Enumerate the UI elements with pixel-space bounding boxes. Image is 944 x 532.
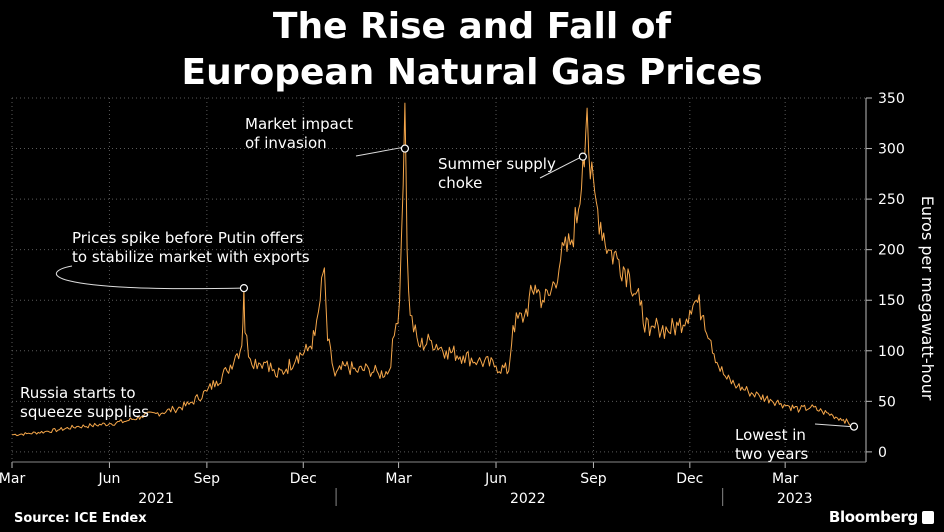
source-note: Source: ICE Endex (14, 511, 147, 526)
y-tick-label: 250 (878, 192, 905, 208)
annotation-line: Market impact (245, 115, 353, 133)
x-tick-label: Dec (290, 471, 317, 487)
year-label: 2023 (777, 491, 813, 507)
y-tick-label: 350 (878, 91, 905, 107)
annotation-marker (578, 152, 587, 161)
x-tick-label: Mar (0, 471, 25, 487)
x-tick-label: Mar (385, 471, 412, 487)
chart-title-line-2: European Natural Gas Prices (181, 52, 763, 93)
chart-title: The Rise and Fall of European Natural Ga… (0, 4, 944, 96)
annotation-line: choke (438, 174, 482, 192)
grid-layer (11, 97, 866, 462)
annotation-line: Prices spike before Putin offers (72, 229, 303, 247)
x-tick-label: Dec (676, 471, 703, 487)
annotation-line: two years (735, 445, 809, 463)
brand-mark-icon (922, 511, 934, 524)
annotation-text: Summer supply choke (438, 155, 556, 192)
annotation-line: Summer supply (438, 155, 556, 173)
series-layer (11, 102, 855, 437)
annotation-leader (355, 147, 403, 157)
annotation-leader (814, 423, 852, 428)
price-series-line (11, 102, 855, 437)
annotation-marker (849, 422, 859, 431)
y-tick-label: 50 (878, 394, 896, 410)
year-label: 2022 (510, 491, 546, 507)
annotation-line: to stabilize market with exports (72, 248, 310, 266)
y-tick-label: 200 (878, 243, 905, 259)
annotation-leader (56, 265, 241, 290)
annotation-layer: Russia starts to squeeze supplies Prices s… (20, 115, 859, 463)
y-tick-label: 0 (878, 445, 887, 461)
y-axis-label: Euros per megawatt-hour (918, 196, 937, 401)
annotation-line: squeeze supplies (20, 403, 149, 421)
chart-title-line-1: The Rise and Fall of (272, 6, 672, 47)
annotation-text: Russia starts to squeeze supplies (20, 384, 149, 421)
annotation-line: of invasion (245, 134, 327, 152)
x-tick-label: Jun (98, 471, 121, 487)
annotation-text: Lowest in two years (735, 426, 809, 463)
x-tick-label: Sep (194, 471, 221, 487)
y-tick-label: 100 (878, 344, 905, 360)
annotation-leader (539, 157, 581, 179)
axis-layer: 0 50 100 150 200 250 300 350 Mar Jun Sep Dec Mar Jun S… (0, 91, 937, 507)
x-tick-label: Mar (772, 471, 799, 487)
x-tick-label: Jun (484, 471, 507, 487)
annotation-line: Lowest in (735, 426, 806, 444)
year-label: 2021 (138, 491, 174, 507)
annotation-text: Market impact of invasion (245, 115, 353, 152)
brand-logo: Bloomberg (828, 508, 918, 526)
annotation-marker (400, 144, 410, 153)
y-tick-label: 150 (878, 293, 905, 309)
x-tick-label: Sep (580, 471, 607, 487)
annotation-marker (239, 283, 249, 293)
y-tick-label: 300 (878, 142, 905, 158)
annotation-line: Russia starts to (20, 384, 136, 402)
annotation-text: Prices spike before Putin offers to stabi… (72, 229, 310, 266)
